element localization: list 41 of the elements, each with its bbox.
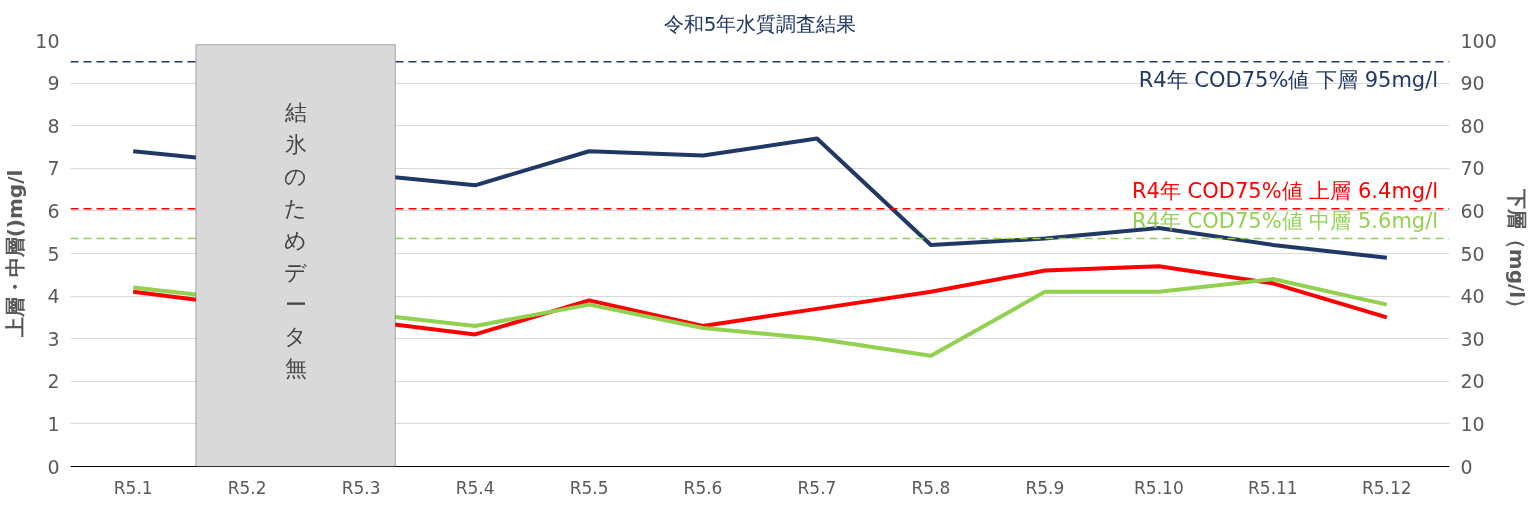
chart-title: 令和5年水質調査結果 bbox=[663, 11, 857, 36]
y2-tick-label: 0 bbox=[1460, 455, 1473, 478]
y-axis-title: 上層・中層()mg/l bbox=[3, 169, 28, 339]
y-tick-label: 8 bbox=[47, 114, 60, 137]
y2-tick-label: 20 bbox=[1460, 370, 1485, 393]
y2-tick-label: 30 bbox=[1460, 327, 1485, 350]
y2-tick-label: 10 bbox=[1460, 412, 1485, 435]
x-tick-label: R5.9 bbox=[1025, 477, 1065, 498]
x-tick-label: R5.5 bbox=[569, 477, 609, 498]
x-tick-label: R5.2 bbox=[227, 477, 267, 498]
x-tick-label: R5.4 bbox=[455, 477, 495, 498]
y2-tick-label: 60 bbox=[1460, 199, 1485, 222]
y-tick-label: 2 bbox=[47, 370, 60, 393]
x-tick-label: R5.11 bbox=[1248, 477, 1298, 498]
y-tick-label: 6 bbox=[47, 199, 60, 222]
x-tick-label: R5.3 bbox=[341, 477, 381, 498]
y-tick-label: 7 bbox=[47, 157, 60, 180]
ref-line-label: R4年 COD75%値 上層 6.4mg/l bbox=[1131, 178, 1439, 203]
y-tick-label: 1 bbox=[47, 412, 60, 435]
y2-tick-label: 50 bbox=[1460, 242, 1485, 265]
y2-tick-label: 80 bbox=[1460, 114, 1485, 137]
y2-tick-label: 90 bbox=[1460, 72, 1485, 95]
y2-tick-label: 70 bbox=[1460, 157, 1485, 180]
y-tick-label: 9 bbox=[47, 72, 60, 95]
y-tick-label: 4 bbox=[47, 285, 60, 308]
y-tick-label: 5 bbox=[47, 242, 60, 265]
y-tick-label: 0 bbox=[47, 455, 60, 478]
x-tick-label: R5.8 bbox=[911, 477, 951, 498]
x-tick-label: R5.1 bbox=[113, 477, 153, 498]
ref-line-label: R4年 COD75%値 中層 5.6mg/l bbox=[1131, 208, 1439, 233]
y-tick-label: 3 bbox=[47, 327, 60, 350]
x-tick-label: R5.10 bbox=[1134, 477, 1184, 498]
x-tick-label: R5.7 bbox=[797, 477, 837, 498]
ref-line-label: R4年 COD75%値 下層 95mg/l bbox=[1138, 67, 1439, 92]
x-tick-label: R5.12 bbox=[1361, 477, 1412, 498]
y2-tick-label: 40 bbox=[1460, 285, 1485, 308]
y2-tick-label: 100 bbox=[1460, 29, 1497, 52]
y-tick-label: 10 bbox=[35, 29, 60, 52]
y2-axis-title: 下層（mg/l） bbox=[1504, 187, 1529, 319]
text: 結氷のためデータ無 bbox=[284, 100, 308, 382]
x-tick-label: R5.6 bbox=[683, 477, 723, 498]
